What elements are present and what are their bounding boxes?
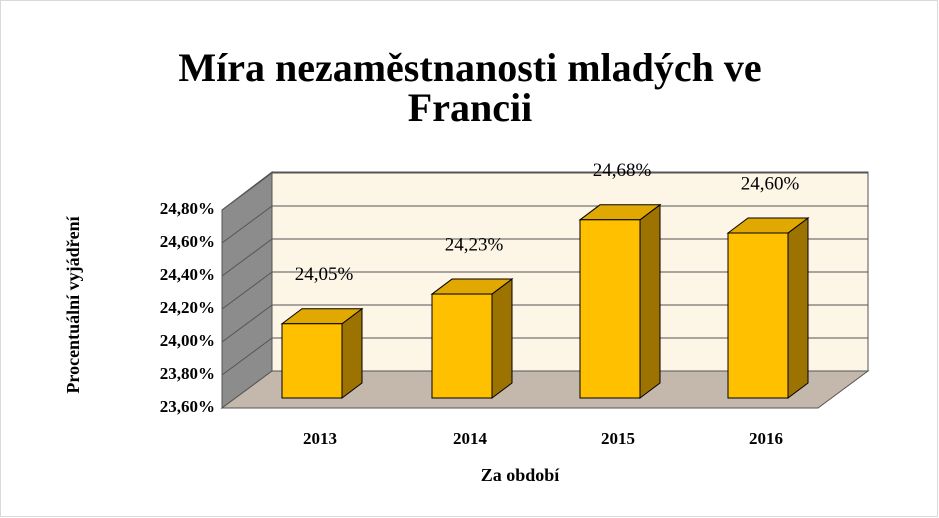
floor [220, 370, 870, 409]
bar-side [787, 217, 809, 399]
y-tick-label: 23,80% [160, 364, 215, 383]
y-tick-label: 24,20% [160, 298, 215, 317]
x-tick-label: 2015 [601, 429, 635, 448]
bar [726, 217, 810, 399]
data-label: 24,05% [295, 264, 354, 285]
grid-line [221, 172, 273, 211]
bar-front [431, 293, 493, 399]
y-axis-title: Procentuální vyjádření [63, 215, 83, 393]
data-label: 24,60% [741, 173, 800, 194]
x-tick-label: 2016 [749, 429, 783, 448]
grid-line [221, 304, 273, 343]
grid-line [221, 337, 273, 376]
x-axis-title: Za období [481, 465, 561, 485]
x-tick-label: 2014 [453, 429, 488, 448]
y-tick-label: 24,60% [160, 232, 215, 251]
y-tick-label: 23,60% [160, 397, 215, 416]
y-tick-label: 24,00% [160, 331, 215, 350]
grid-line [221, 271, 273, 310]
grid-line [221, 238, 273, 277]
bar-side [639, 203, 661, 399]
grid-line [221, 205, 273, 244]
y-tick-label: 24,80% [160, 199, 215, 218]
bar-side [341, 307, 363, 399]
x-tick-label: 2013 [303, 429, 337, 448]
data-label: 24,23% [445, 234, 504, 255]
bar-front [579, 219, 641, 399]
bar [430, 278, 514, 399]
bar-front [727, 232, 789, 399]
data-label: 24,68% [593, 160, 652, 181]
chart-title: Míra nezaměstnanosti mladých ve [178, 45, 761, 90]
y-tick-label: 24,40% [160, 265, 215, 284]
bar [280, 307, 364, 399]
chart-title: Francii [408, 85, 532, 130]
bar-side [491, 278, 513, 399]
bar-front [281, 323, 343, 399]
bar [578, 203, 662, 399]
